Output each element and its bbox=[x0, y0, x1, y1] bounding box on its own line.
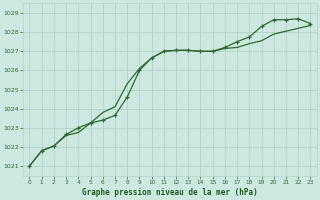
X-axis label: Graphe pression niveau de la mer (hPa): Graphe pression niveau de la mer (hPa) bbox=[82, 188, 258, 197]
